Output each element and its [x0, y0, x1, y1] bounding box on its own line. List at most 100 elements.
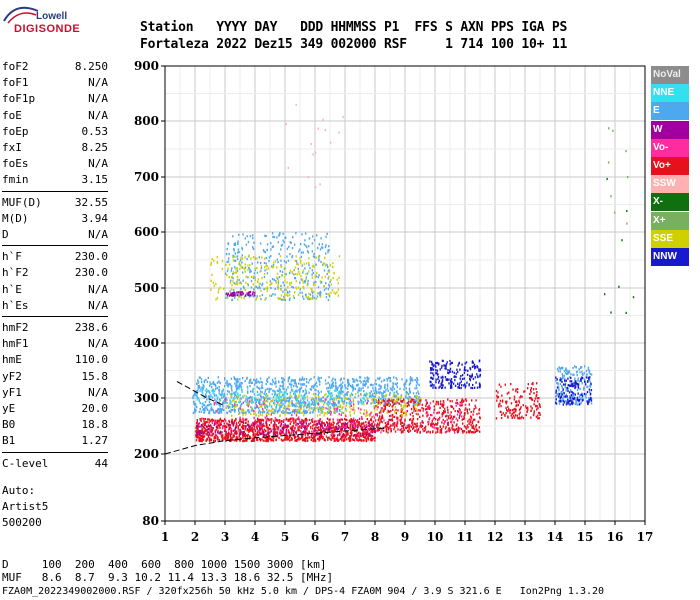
echo-point-e: [214, 398, 216, 401]
echo-point-e: [327, 404, 329, 407]
echo-point-w: [228, 294, 231, 297]
echo-point-nnw: [435, 365, 437, 368]
echo-point-e: [384, 390, 386, 393]
echo-point-vo: [409, 424, 411, 427]
echo-point-vo: [286, 434, 289, 437]
echo-point-vo: [340, 413, 342, 416]
echo-point-e: [260, 404, 262, 407]
echo-point-vo: [321, 437, 323, 440]
param-row: h`F2 230.0: [2, 266, 108, 279]
echo-point-nnw: [465, 369, 467, 372]
echo-point-vo: [462, 417, 464, 421]
echo-point-e: [585, 396, 587, 399]
echo-point-e: [257, 287, 259, 290]
echo-point-vo: [350, 437, 352, 440]
echo-point-e: [378, 392, 381, 395]
echo-point-e: [289, 241, 291, 244]
echo-point-vo: [271, 435, 273, 439]
echo-point-sse: [327, 292, 329, 296]
echo-point-e: [561, 375, 564, 378]
echo-point-e: [307, 279, 309, 282]
echo-point-vo: [397, 419, 399, 422]
echo-point-sse: [225, 263, 227, 266]
echo-point-vo: [342, 432, 345, 436]
echo-point-vo: [421, 421, 423, 424]
echo-point-vo: [417, 427, 420, 430]
echo-point-vo: [349, 399, 352, 402]
echo-point-e: [300, 251, 303, 254]
echo-point-e: [276, 410, 278, 413]
param-key: B0: [2, 418, 16, 432]
echo-point-e: [337, 400, 340, 403]
echo-point-vo: [303, 438, 306, 441]
echo-point-vo: [400, 430, 403, 433]
header-row-values: Fortaleza 2022 Dez15 349 002000 RSF 1 71…: [140, 37, 568, 52]
echo-point-vo: [337, 421, 339, 424]
echo-point-vo: [214, 436, 216, 439]
echo-point-e: [395, 376, 397, 380]
echo-point-vo: [465, 398, 467, 401]
echo-point-vo: [383, 419, 385, 422]
echo-point-vo: [341, 422, 344, 425]
echo-point-nnw: [588, 399, 590, 402]
echo-point-vo: [260, 425, 262, 428]
echo-point-vo: [332, 418, 334, 421]
echo-point-sse: [286, 281, 288, 284]
echo-point-sse: [272, 407, 274, 411]
echo-point-vo: [366, 418, 368, 421]
echo-point-vo: [327, 429, 329, 432]
echo-point-sse: [259, 413, 262, 416]
echo-point-e: [258, 381, 261, 384]
echo-point-vo: [401, 421, 403, 424]
echo-point-e: [414, 387, 416, 390]
echo-point-vo: [456, 399, 458, 402]
echo-point-nnw: [446, 361, 448, 364]
echo-point-sse: [298, 405, 300, 408]
echo-point-e: [357, 394, 360, 397]
echo-point-nnw: [463, 384, 465, 387]
echo-point-sse: [303, 287, 305, 290]
echo-point-w: [264, 433, 266, 436]
echo-point-vo: [338, 438, 340, 441]
echo-point-vo: [276, 431, 279, 434]
echo-point-vo: [455, 427, 458, 431]
echo-point-e: [279, 404, 281, 407]
echo-point-vo: [433, 408, 436, 411]
echo-point-e: [261, 386, 264, 389]
echo-point-vo: [411, 422, 413, 425]
echo-point-sse: [416, 395, 418, 398]
echo-point-e: [274, 399, 276, 402]
echo-point-e: [238, 385, 240, 388]
echo-point-vo: [310, 433, 313, 436]
echo-point-vo: [328, 421, 331, 424]
echo-point-vo: [306, 426, 308, 429]
echo-point-e: [193, 392, 196, 396]
echo-point-vo: [387, 401, 389, 404]
echo-point-e: [233, 249, 235, 252]
echo-point-e: [295, 395, 297, 398]
echo-point-e: [403, 400, 405, 403]
echo-point-vo: [374, 439, 376, 442]
echo-point-vo: [301, 425, 303, 428]
echo-point-e: [285, 407, 288, 410]
echo-point-w: [338, 424, 340, 427]
echo-point-vo: [473, 426, 475, 429]
echo-point-vo: [239, 428, 241, 431]
echo-point-sse: [298, 394, 300, 397]
echo-point-vo: [370, 437, 372, 440]
echo-point-vo: [465, 426, 467, 429]
echo-point-vo: [210, 438, 213, 441]
echo-point-vo: [279, 430, 281, 433]
echo-point-vo: [341, 429, 343, 432]
echo-point-sse: [265, 413, 268, 416]
echo-point-e: [237, 251, 239, 254]
echo-point-sse: [308, 261, 310, 264]
echo-point-sse: [236, 275, 239, 278]
echo-point-w: [196, 424, 198, 428]
echo-point-e: [379, 387, 382, 390]
echo-point-e: [301, 376, 304, 379]
echo-point-vo: [263, 434, 265, 437]
echo-point-vo: [203, 417, 205, 420]
echo-point-sse: [287, 404, 289, 407]
echo-point-e: [228, 390, 230, 393]
